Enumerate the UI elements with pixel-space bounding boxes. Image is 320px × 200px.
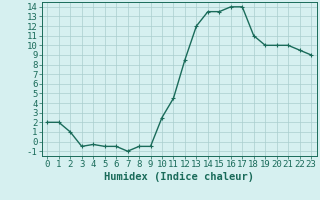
X-axis label: Humidex (Indice chaleur): Humidex (Indice chaleur) [104, 172, 254, 182]
